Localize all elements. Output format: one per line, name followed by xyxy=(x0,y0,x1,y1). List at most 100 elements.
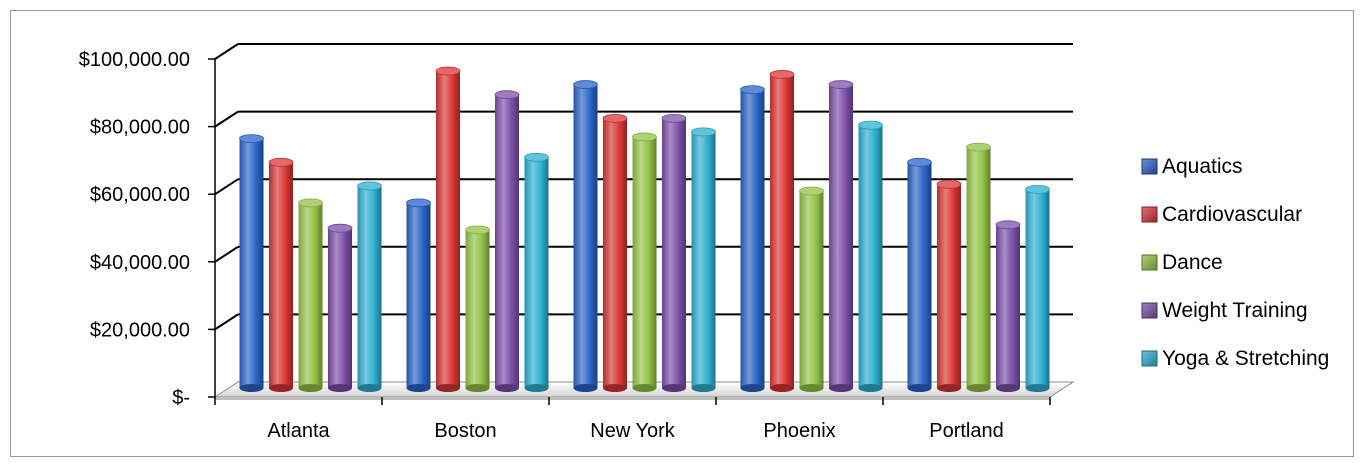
bar-base xyxy=(298,384,323,392)
bar-top xyxy=(524,152,549,162)
bar-top xyxy=(357,181,382,191)
bar-yoga-stretching-boston xyxy=(524,152,549,392)
x-tick-label: Boston xyxy=(434,420,496,442)
y-tick-label: $100,000.00 xyxy=(79,49,190,71)
bar-weight-training-boston xyxy=(494,90,520,392)
bar-cardiovascular-boston xyxy=(435,66,461,392)
bar-cardiovascular-new-york xyxy=(602,113,628,392)
bar-top xyxy=(406,198,431,208)
bar-top xyxy=(602,113,628,123)
bar-body xyxy=(328,228,352,388)
bar-top xyxy=(268,157,294,167)
bar-aquatics-portland xyxy=(907,157,932,392)
bar-base xyxy=(436,384,460,392)
bar-body xyxy=(524,157,549,388)
bar-body xyxy=(298,202,323,388)
bar-cardiovascular-portland xyxy=(936,179,962,392)
legend-swatch xyxy=(1141,158,1158,175)
bar-body xyxy=(907,162,932,388)
bar-top xyxy=(691,127,716,137)
y-tick-labels: $- $20,000.00 $40,000.00 $60,000.00 $80,000.… xyxy=(79,49,190,409)
bar-body xyxy=(632,136,657,388)
bar-base xyxy=(406,384,431,392)
bar-base xyxy=(573,384,598,392)
bar-dance-phoenix xyxy=(799,186,824,392)
legend-swatch xyxy=(1141,206,1158,223)
bar-body xyxy=(495,94,519,388)
bar-body xyxy=(436,71,460,388)
axes xyxy=(208,58,1051,405)
x-tick-label: Phoenix xyxy=(763,420,835,442)
bar-base xyxy=(799,384,824,392)
legend-item: Aquatics xyxy=(1141,155,1243,178)
bar-yoga-stretching-portland xyxy=(1025,184,1050,392)
bar-base xyxy=(269,384,293,392)
bar-top xyxy=(799,186,824,196)
bar-top xyxy=(632,132,657,142)
bar-body xyxy=(858,125,883,389)
bar-top xyxy=(298,198,323,208)
bar-dance-portland xyxy=(966,142,991,392)
bar-yoga-stretching-new-york xyxy=(691,127,716,392)
x-tick-labels: Atlanta Boston New York Phoenix Portland xyxy=(267,420,1003,442)
gridline-side xyxy=(214,110,239,128)
bar-dance-new-york xyxy=(632,132,657,392)
legend-label: Aquatics xyxy=(1162,155,1243,178)
bar-body xyxy=(357,185,382,388)
x-tick-label: Portland xyxy=(929,420,1004,442)
y-tick-label: $- xyxy=(172,387,190,409)
bar-body xyxy=(406,202,431,388)
bar-base xyxy=(937,384,961,392)
gridline-side xyxy=(214,245,239,263)
bar-cardiovascular-phoenix xyxy=(769,70,795,392)
legend: Aquatics Cardiovascular Dance Weight Traini… xyxy=(1141,155,1329,370)
legend-swatch xyxy=(1141,254,1158,271)
bar-dance-boston xyxy=(465,225,490,392)
legend-item: Cardiovascular xyxy=(1141,203,1302,226)
bar-base xyxy=(740,384,765,392)
bar-aquatics-new-york xyxy=(573,80,598,392)
bar-base xyxy=(357,384,382,392)
bar-top xyxy=(828,80,854,89)
bar-body xyxy=(691,131,716,388)
bar-cardiovascular-atlanta xyxy=(268,157,294,392)
legend-item: Yoga & Stretching xyxy=(1141,347,1329,370)
y-tick-label: $80,000.00 xyxy=(90,117,190,139)
bar-body xyxy=(603,118,627,389)
bar-top xyxy=(239,134,264,144)
legend-label: Yoga & Stretching xyxy=(1162,347,1329,370)
bar-body xyxy=(740,89,765,388)
bar-body xyxy=(799,191,824,388)
bar-base xyxy=(524,384,549,392)
bar-weight-training-atlanta xyxy=(327,223,353,392)
y-tick-label: $60,000.00 xyxy=(90,184,190,206)
legend-item: Dance xyxy=(1141,251,1223,274)
bar-base xyxy=(907,384,932,392)
bar-weight-training-phoenix xyxy=(828,80,854,392)
bar-body xyxy=(269,162,293,388)
legend-swatch xyxy=(1141,302,1158,319)
bar-base xyxy=(632,384,657,392)
bar-body xyxy=(239,138,264,388)
bar-body xyxy=(937,184,961,388)
bar-aquatics-boston xyxy=(406,198,431,392)
x-tick-label: New York xyxy=(590,420,675,442)
bar-top xyxy=(740,85,765,95)
y-tick-label: $40,000.00 xyxy=(90,252,190,274)
bar-top xyxy=(573,80,598,89)
bar-base xyxy=(662,384,686,392)
bar-base xyxy=(858,384,883,392)
bar-weight-training-new-york xyxy=(661,113,687,392)
bar-top xyxy=(769,70,795,79)
bar-body xyxy=(1025,189,1050,388)
bar-top xyxy=(858,120,883,130)
bar-base xyxy=(495,384,519,392)
legend-label: Cardiovascular xyxy=(1162,203,1302,226)
gridline-side xyxy=(214,43,239,60)
x-tick-label: Atlanta xyxy=(267,420,330,442)
bar-body xyxy=(966,147,991,388)
bar-body xyxy=(662,118,686,389)
bar-top xyxy=(1025,184,1050,194)
gridline-side xyxy=(214,313,239,331)
